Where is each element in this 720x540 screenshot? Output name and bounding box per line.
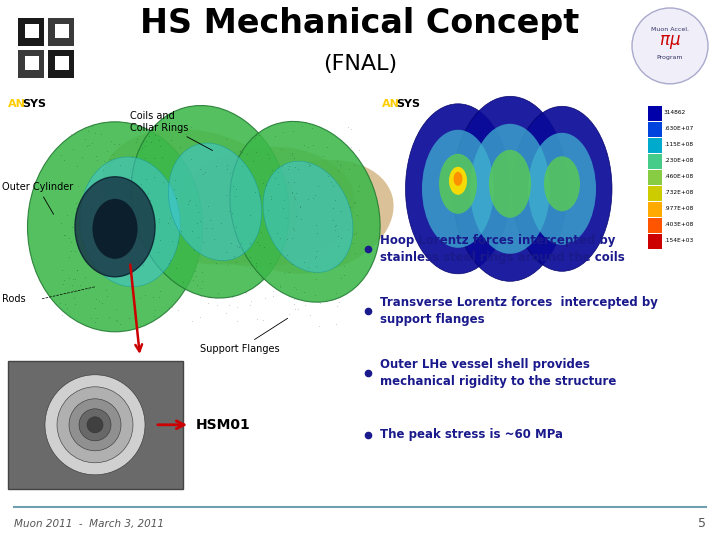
Text: .230E+08: .230E+08 <box>664 158 693 163</box>
Ellipse shape <box>454 172 462 186</box>
Ellipse shape <box>168 143 261 260</box>
Ellipse shape <box>512 106 612 271</box>
Text: Muon Accel.: Muon Accel. <box>651 28 689 32</box>
Text: The peak stress is ~60 MPa: The peak stress is ~60 MPa <box>380 428 563 441</box>
Ellipse shape <box>92 199 138 259</box>
Ellipse shape <box>80 157 180 287</box>
Text: .154E+03: .154E+03 <box>664 238 693 244</box>
Bar <box>25 24 39 38</box>
Ellipse shape <box>422 130 494 248</box>
Ellipse shape <box>175 146 355 267</box>
Text: Rods: Rods <box>2 294 26 304</box>
Ellipse shape <box>75 177 155 277</box>
Text: .977E+08: .977E+08 <box>664 206 693 211</box>
Bar <box>648 154 662 169</box>
Text: Outer Cylinder: Outer Cylinder <box>2 182 73 214</box>
Text: .732E+08: .732E+08 <box>664 190 693 195</box>
Bar <box>648 106 662 121</box>
Circle shape <box>632 8 708 84</box>
Text: Outer LHe vessel shell provides
mechanical rigidity to the structure: Outer LHe vessel shell provides mechanic… <box>380 358 616 388</box>
Text: .115E+08: .115E+08 <box>664 143 693 147</box>
Text: .630E+07: .630E+07 <box>664 126 693 131</box>
Bar <box>648 170 662 185</box>
Ellipse shape <box>27 122 202 332</box>
Ellipse shape <box>452 96 567 281</box>
Text: 314862: 314862 <box>664 110 686 116</box>
Circle shape <box>57 387 133 463</box>
Bar <box>648 122 662 137</box>
Text: Coils and
Collar Rings: Coils and Collar Rings <box>130 111 212 151</box>
Text: AN: AN <box>382 99 400 109</box>
Bar <box>648 202 662 217</box>
Text: Transverse Lorentz forces  intercepted by
support flanges: Transverse Lorentz forces intercepted by… <box>380 296 658 326</box>
Ellipse shape <box>230 122 380 302</box>
Ellipse shape <box>439 154 477 214</box>
Text: Support Flanges: Support Flanges <box>200 318 288 354</box>
Bar <box>25 56 39 70</box>
Text: .403E+08: .403E+08 <box>664 222 693 227</box>
Text: Program: Program <box>657 56 683 60</box>
Bar <box>18 18 44 46</box>
Text: Muon 2011  -  March 3, 2011: Muon 2011 - March 3, 2011 <box>14 519 164 529</box>
Bar <box>648 138 662 153</box>
Bar <box>648 186 662 201</box>
Bar <box>55 56 69 70</box>
Text: SYS: SYS <box>22 99 46 109</box>
Bar <box>18 50 44 78</box>
Ellipse shape <box>405 104 510 274</box>
Bar <box>648 218 662 233</box>
Ellipse shape <box>131 105 289 298</box>
Circle shape <box>87 417 103 433</box>
Text: HSM01: HSM01 <box>196 418 251 432</box>
Text: $\pi\mu$: $\pi\mu$ <box>659 33 681 51</box>
Text: HS Mechanical Concept: HS Mechanical Concept <box>140 8 580 40</box>
Text: Hoop Lorentz forces intercepted by
stainless steel rings around the coils: Hoop Lorentz forces intercepted by stain… <box>380 234 625 264</box>
Circle shape <box>79 409 111 441</box>
Text: AN: AN <box>8 99 26 109</box>
Ellipse shape <box>489 150 531 218</box>
Bar <box>48 18 74 46</box>
Ellipse shape <box>236 160 394 274</box>
Text: 5: 5 <box>698 517 706 530</box>
Text: SYS: SYS <box>396 99 420 109</box>
Bar <box>55 24 69 38</box>
Bar <box>8 361 183 489</box>
Circle shape <box>69 399 121 451</box>
Bar <box>48 50 74 78</box>
Bar <box>648 234 662 249</box>
Ellipse shape <box>449 167 467 195</box>
Text: .460E+08: .460E+08 <box>664 174 693 179</box>
Ellipse shape <box>544 156 580 211</box>
Ellipse shape <box>102 129 298 265</box>
Ellipse shape <box>263 161 353 273</box>
Ellipse shape <box>470 124 550 254</box>
Circle shape <box>45 375 145 475</box>
Ellipse shape <box>528 133 596 245</box>
Text: (FNAL): (FNAL) <box>323 54 397 74</box>
